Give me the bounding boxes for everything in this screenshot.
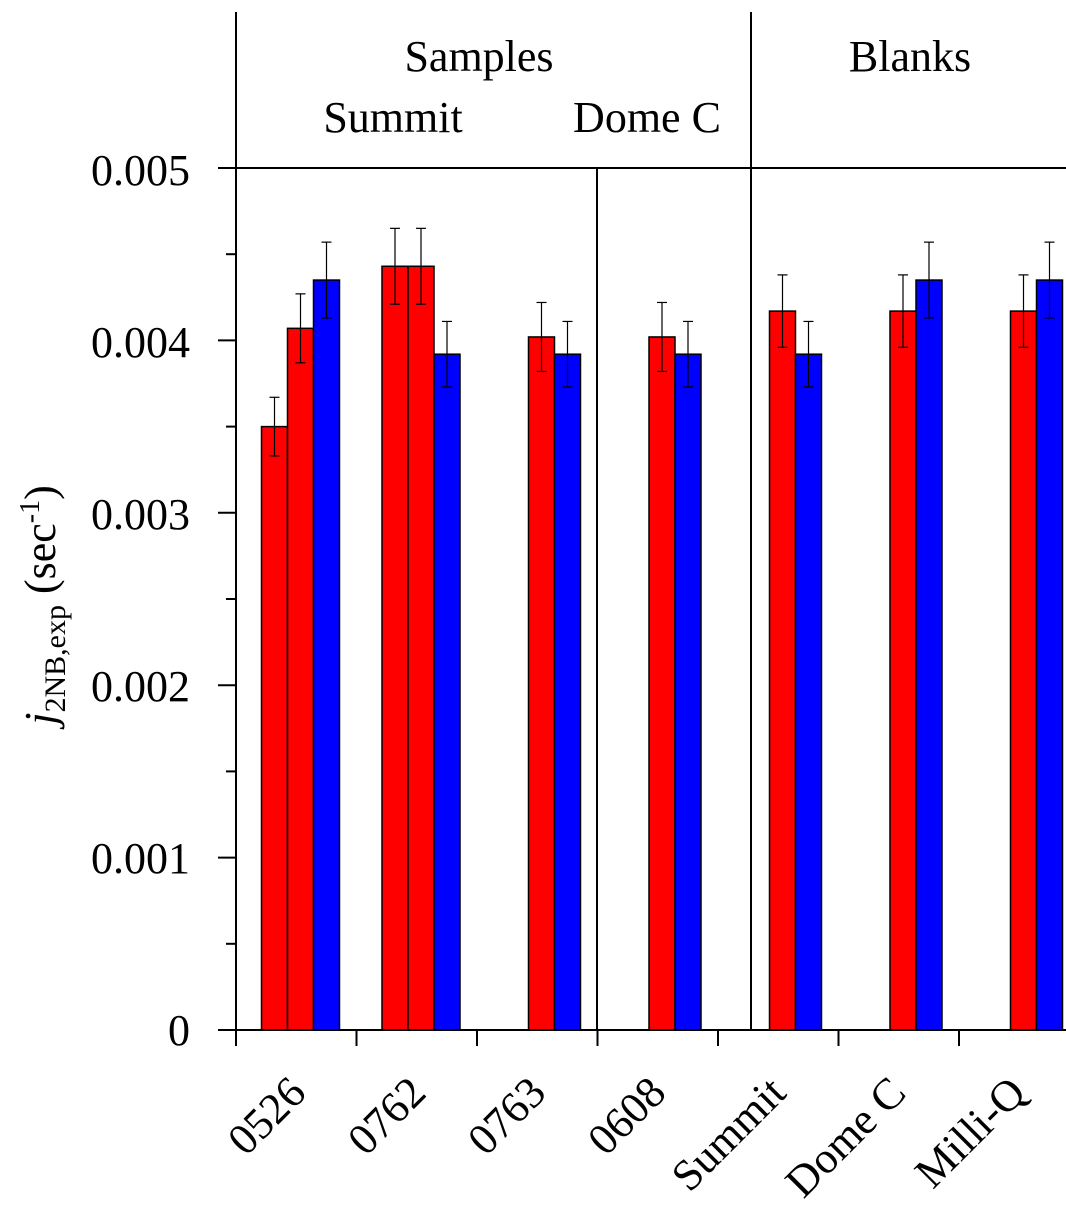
y-axis-label-sub: 2NB,exp	[39, 605, 72, 713]
bar-blue	[1035, 279, 1064, 1031]
error-bar	[442, 320, 452, 388]
bar-blue	[312, 279, 341, 1031]
error-bar	[777, 274, 788, 348]
error-bar	[1044, 241, 1055, 319]
x-tick-label: Milli-Q	[905, 1067, 1035, 1197]
y-tick-label: 0.001	[91, 834, 190, 883]
x-axis-ticks	[235, 1030, 960, 1046]
header-summit-label: Summit	[323, 93, 462, 142]
bar-red	[260, 425, 289, 1031]
header-samples-label: Samples	[404, 32, 553, 81]
error-bars	[269, 227, 1055, 457]
header-panel: Samples Summit Dome C Blanks	[235, 12, 1066, 169]
bar-red	[648, 336, 676, 1031]
x-tick-label: 0526	[218, 1067, 315, 1164]
error-bar	[657, 301, 667, 373]
y-tick-label: 0	[168, 1006, 190, 1055]
y-tick-label: 0.002	[91, 662, 190, 711]
error-bar	[683, 320, 693, 388]
error-bar	[924, 241, 934, 319]
error-bar	[803, 320, 814, 388]
bar-red	[1009, 310, 1038, 1031]
x-tick-label: 0608	[578, 1067, 675, 1164]
bar-red	[889, 310, 917, 1031]
bar-red	[286, 327, 315, 1031]
y-tick-label: 0.004	[91, 318, 190, 367]
y-axis-label: j2NB,exp (sec-1)	[15, 485, 72, 730]
error-bar	[390, 227, 400, 305]
error-bar	[536, 301, 547, 373]
header-blanks-label: Blanks	[849, 32, 971, 81]
y-axis-label-main: j	[16, 713, 65, 730]
error-bar	[295, 293, 306, 364]
bar-blue	[674, 353, 702, 1031]
y-axis-label-unit: (sec	[16, 523, 65, 605]
error-bar	[416, 227, 426, 305]
y-tick-label: 0.005	[91, 146, 190, 195]
x-tick-label: Dome C	[776, 1067, 915, 1206]
error-bar	[898, 274, 908, 348]
y-tick-labels: 0 0.001 0.002 0.003 0.004 0.005	[91, 146, 190, 1055]
bar-red	[407, 265, 435, 1031]
bar-blue	[553, 353, 582, 1031]
x-tick-label: 0762	[338, 1067, 435, 1164]
bar-red	[527, 336, 556, 1031]
y-axis-label-unit-sup: -1	[15, 500, 46, 523]
bar-blue	[915, 279, 943, 1031]
bar-red	[768, 310, 797, 1031]
bar-series	[260, 265, 1064, 1031]
bar-red	[381, 265, 409, 1031]
header-domec-label: Dome C	[573, 93, 721, 142]
x-tick-label: Summit	[662, 1067, 795, 1200]
error-bar	[1018, 274, 1029, 348]
error-bar	[269, 396, 280, 457]
error-bar	[321, 241, 332, 319]
bar-blue	[433, 353, 461, 1031]
y-axis-ticks	[218, 167, 236, 1031]
plot-frame	[222, 168, 1066, 1031]
y-axis-label-unit-close: )	[16, 485, 65, 500]
bar-blue	[794, 353, 823, 1031]
x-tick-labels: 0526 0762 0763 0608 Summit Dome C Milli-…	[218, 1067, 1035, 1206]
y-tick-label: 0.003	[91, 490, 190, 539]
error-bar	[562, 320, 573, 388]
x-tick-label: 0763	[458, 1067, 555, 1164]
